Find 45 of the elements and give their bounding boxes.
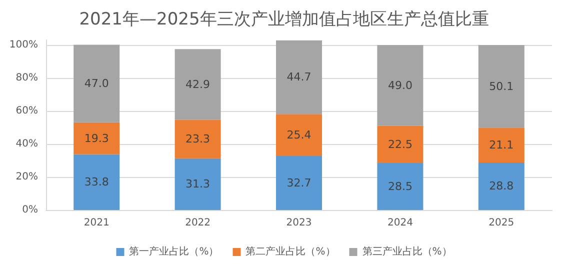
bar [74,154,120,210]
data-label: 44.7 [286,70,312,84]
y-tick-label: 0% [22,204,38,216]
bar [276,114,322,156]
bar [478,44,524,128]
legend-label: 第三产业占比（%） [362,246,452,258]
y-tick-label: 40% [16,138,38,150]
y-tick-label: 80% [16,72,38,84]
data-label: 21.1 [489,138,514,152]
x-tick-label: 2023 [286,218,312,228]
data-label: 33.8 [84,176,109,189]
bar [174,120,221,158]
legend-label: 第一产业占比（%） [129,246,219,258]
y-tick-label: 20% [16,171,38,182]
bar [478,162,524,210]
bar [377,126,424,163]
y-tick-label: 60% [16,105,38,116]
data-label: 28.5 [388,180,412,193]
data-label: 49.0 [388,78,412,92]
x-tick-label: 2025 [488,218,514,228]
y-tick-label: 100% [9,39,38,50]
chart-title: 2021年—2025年三次产业增加值占地区生产总值比重 [79,10,489,30]
x-tick-label: 2022 [185,218,211,228]
bar [377,162,424,210]
bar [174,158,221,210]
data-label: 50.1 [489,80,514,93]
bar [74,44,120,122]
data-label: 19.3 [84,132,109,145]
data-label: 25.4 [286,128,312,142]
x-tick-label: 2024 [387,218,413,228]
bar [478,128,524,162]
data-label: 42.9 [186,78,210,91]
bar [276,156,322,210]
legend-label: 第二产业占比（%） [246,246,336,258]
bar [174,49,221,120]
data-label: 31.3 [186,178,210,191]
x-tick-label: 2021 [84,218,110,228]
bar [276,40,322,114]
bar [377,44,424,126]
data-label: 23.3 [186,132,210,146]
data-label: 22.5 [388,138,412,151]
data-label: 47.0 [84,77,109,90]
data-label: 32.7 [286,176,312,190]
bar [74,122,120,154]
data-label: 28.8 [489,180,514,193]
